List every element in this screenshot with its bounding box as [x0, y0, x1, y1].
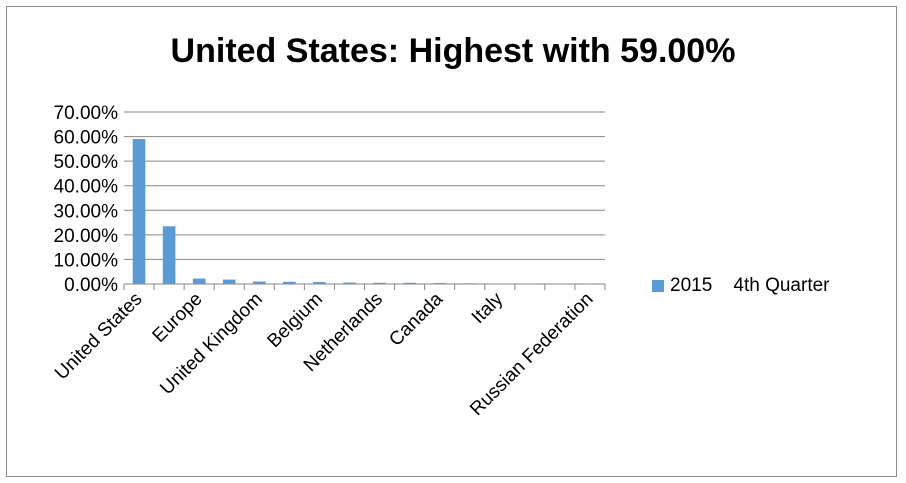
- x-tick-label: Europe: [149, 289, 207, 347]
- legend-label: 2015 4th Quarter: [670, 275, 830, 296]
- bar: [192, 278, 206, 284]
- y-tick-label: 50.00%: [54, 152, 119, 173]
- bar: [132, 139, 146, 284]
- bar: [313, 282, 326, 284]
- chart-title: United States: Highest with 59.00%: [170, 32, 736, 70]
- y-tick-label: 30.00%: [54, 201, 119, 222]
- y-tick-label: 60.00%: [54, 128, 119, 149]
- y-tick-label: 0.00%: [64, 275, 118, 296]
- y-tick-label: 20.00%: [54, 226, 119, 247]
- x-tick-label: Canada: [385, 288, 447, 350]
- bar: [433, 283, 446, 284]
- legend-swatch: [652, 280, 664, 292]
- y-tick-label: 70.00%: [54, 103, 119, 124]
- x-tick-label: Italy: [468, 288, 508, 328]
- chart-frame: [6, 6, 897, 477]
- bar: [403, 282, 416, 284]
- bar: [222, 279, 236, 284]
- bar: [283, 281, 296, 284]
- bar: [162, 226, 176, 284]
- bar: [252, 281, 266, 284]
- y-tick-label: 40.00%: [54, 177, 119, 198]
- x-tick-label: United Kingdom: [156, 289, 266, 399]
- x-tick-label: United States: [51, 289, 147, 385]
- y-tick-label: 10.00%: [54, 250, 119, 271]
- bar: [343, 282, 356, 284]
- bar: [373, 282, 386, 284]
- legend: 2015 4th Quarter: [652, 274, 830, 298]
- bar: [463, 283, 477, 284]
